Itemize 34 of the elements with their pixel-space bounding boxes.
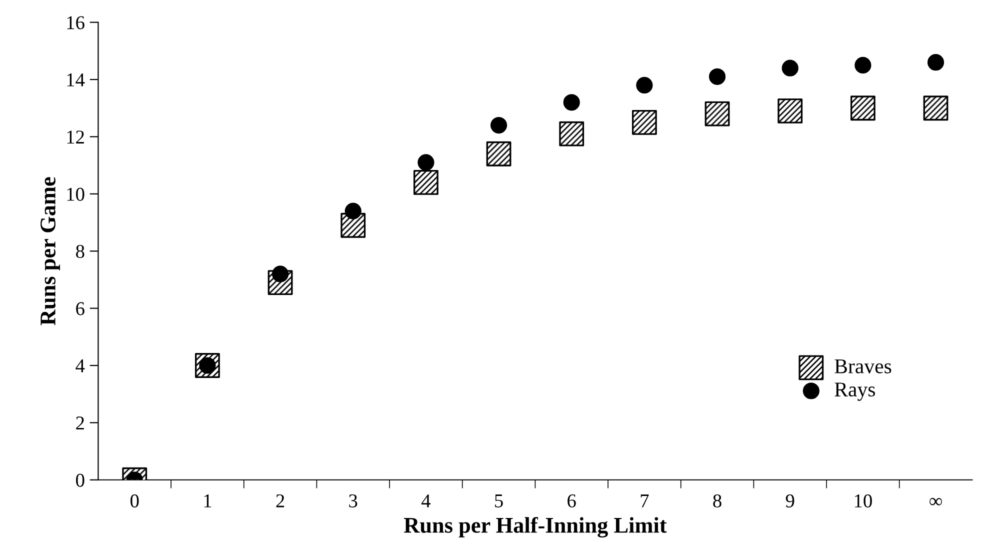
x-tick-label: 5: [495, 494, 503, 508]
point: [418, 154, 434, 171]
x-tick-label: 6: [568, 494, 576, 508]
y-tick-label: 16: [67, 16, 84, 30]
y-tick-label: 0: [76, 474, 84, 487]
x-axis-title: Runs per Half-Inning Limit: [404, 516, 667, 538]
point: [636, 76, 653, 94]
y-tick-label: 6: [76, 302, 84, 316]
x-tick-label: ∞: [930, 498, 942, 506]
y-tick-label: 10: [67, 188, 84, 201]
x-tick-label: 1: [204, 494, 212, 508]
x-tick-label: 0: [130, 494, 139, 508]
point: [708, 68, 726, 85]
point: [927, 54, 944, 71]
x-tick-label: 4: [421, 494, 430, 508]
x-tick-label: 9: [786, 494, 794, 508]
x-tick-label: 3: [349, 494, 358, 508]
y-tick-label: 14: [67, 73, 85, 86]
legend-label: Braves: [834, 360, 892, 374]
legend-label: Rays: [834, 382, 875, 401]
y-tick-label: 2: [76, 416, 84, 430]
y-tick-label: 8: [76, 244, 84, 258]
y-tick-label: 4: [76, 359, 85, 372]
point: [854, 56, 872, 74]
x-tick-label: 2: [276, 494, 284, 508]
y-tick-label: 12: [67, 130, 84, 144]
point: [563, 94, 580, 111]
point: [344, 202, 362, 220]
x-tick-label: 8: [713, 494, 722, 508]
point: [782, 60, 798, 76]
point: [490, 116, 508, 134]
y-axis-title: Runs per Game: [40, 177, 60, 326]
x-tick-label: 10: [854, 494, 872, 508]
x-tick-label: 7: [640, 494, 649, 508]
